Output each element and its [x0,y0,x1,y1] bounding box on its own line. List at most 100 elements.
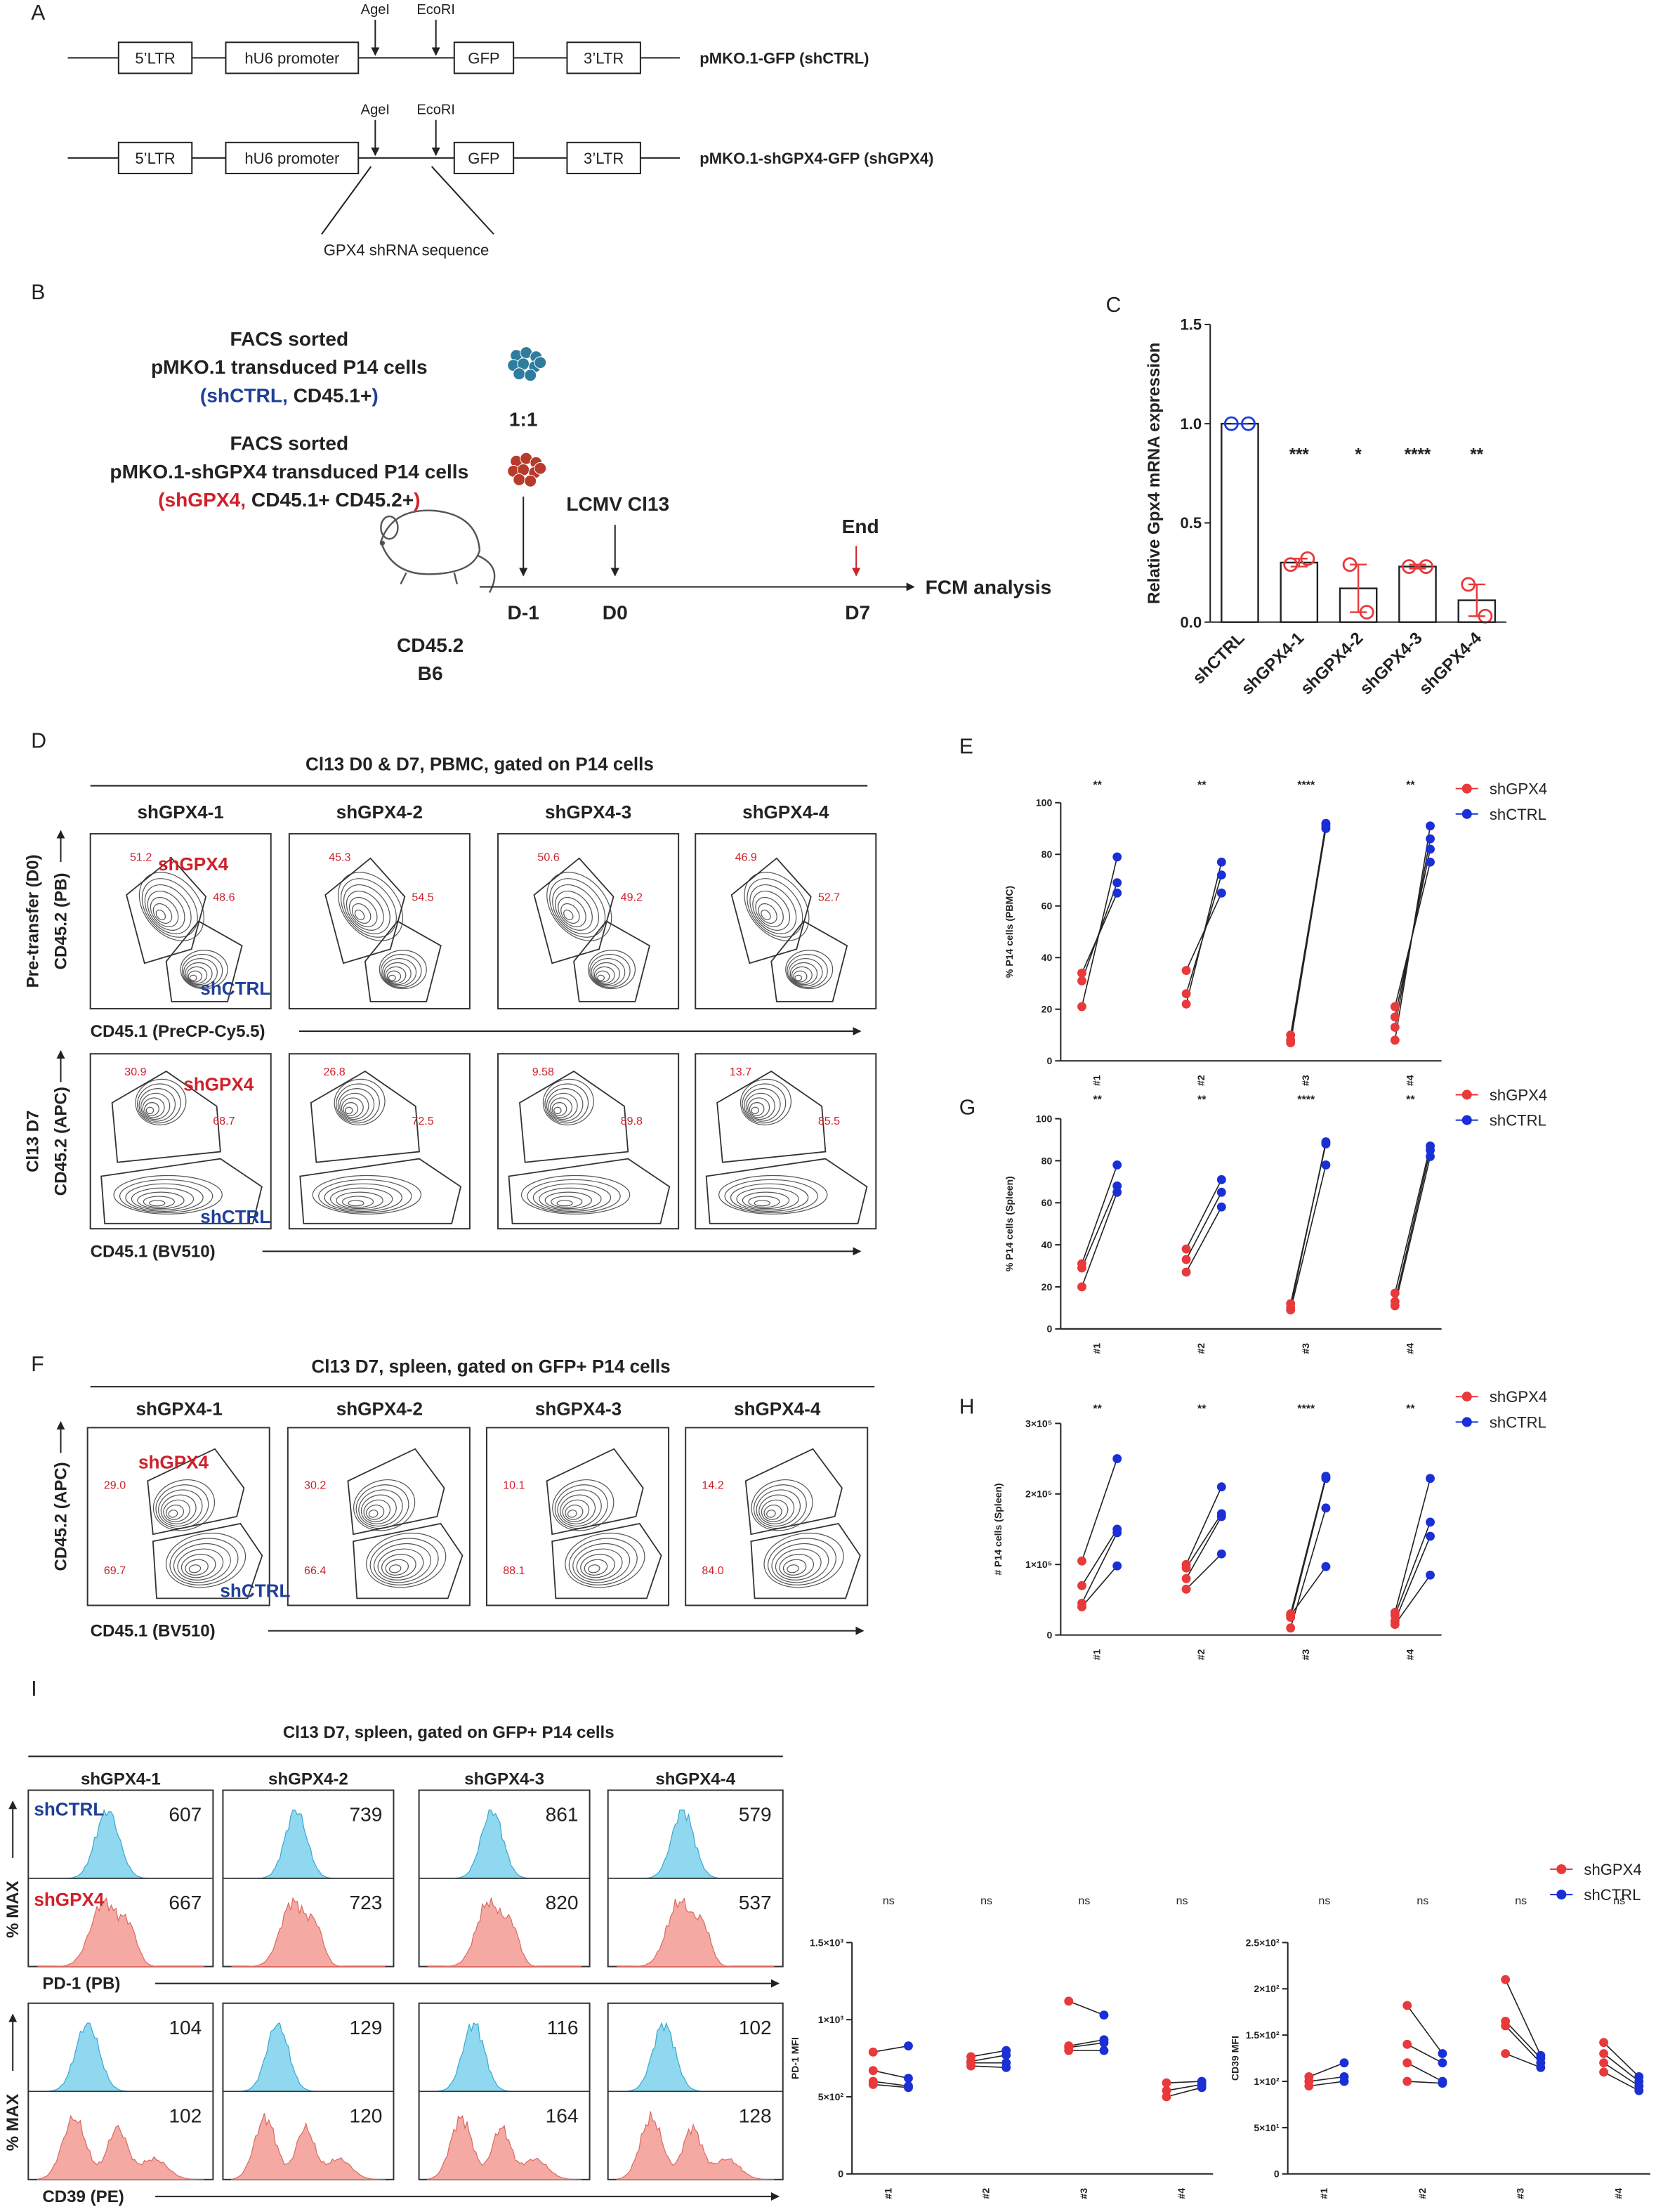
mouse-point [1001,2050,1011,2060]
flow-plot-frame [89,832,272,1009]
contour [740,1078,791,1126]
mouse-point [1390,1023,1400,1032]
contour [155,909,166,921]
mouse-point [1426,1152,1435,1161]
mouse-point [1064,2046,1074,2055]
pair-line [1081,1186,1118,1269]
legend-marker [1556,1864,1567,1875]
y-axis-label: % MAX [4,2094,22,2152]
significance: ** [1093,1402,1102,1415]
mouse-point [1077,1282,1086,1292]
significance: ns [883,1894,895,1907]
contour [551,1196,583,1208]
gate [165,920,243,1002]
sample-tag: (shGPX4, CD45.1+ CD45.2+) [158,489,420,511]
contour [188,970,202,983]
contour [125,1183,204,1212]
y-tick-label: 40 [1041,1239,1053,1250]
contour [158,1489,203,1527]
legend-label: shGPX4 [1490,780,1547,798]
pair-line [1394,1536,1431,1621]
contour [380,954,422,988]
mouse-point [1426,1146,1435,1155]
tag-part: (shCTRL, [200,384,288,406]
panel-label: D [31,729,46,752]
x-axis-label: CD45.1 (PreCP-Cy5.5) [91,1022,265,1041]
y-tick-label: 1.5×10² [1246,2029,1280,2041]
contour [565,1532,645,1588]
x-tick-label: #3 [1300,1649,1311,1661]
mouse-point [1426,1570,1435,1580]
contour [782,1559,807,1576]
x-tick-label: shGPX4-3 [1356,629,1426,699]
panel-label: I [31,1677,37,1701]
gate-label: shGPX4 [158,853,229,875]
mouse-point [1181,999,1191,1009]
element-label: 3’LTR [584,49,624,67]
contour [173,1543,231,1583]
contour [747,878,803,938]
contour [793,970,808,983]
sample-text: pMKO.1 transduced P14 cells [151,356,428,378]
gate [353,1522,464,1599]
mouse-point [1390,1012,1400,1022]
significance: ** [1406,779,1415,792]
contour [383,962,412,986]
column-header: shGPX4-1 [81,1769,161,1788]
mouse-point [1286,1623,1296,1632]
contour [163,1499,190,1522]
x-tick-label: #2 [1195,1075,1207,1086]
contour [377,1548,424,1581]
column-header: shGPX4-1 [136,1398,223,1419]
flow-plot-frame [485,1427,670,1606]
contour [549,878,606,938]
y-axis-label: # P14 cells (Spleen) [992,1483,1004,1575]
mouse-point [1426,857,1435,867]
vector-element [453,41,515,74]
legend-label: shCTRL [1490,1112,1546,1130]
contour [794,974,803,981]
contour [744,872,810,941]
row-label: shGPX4 [34,1889,105,1910]
significance: ns [1417,1894,1428,1907]
contour [337,872,404,941]
column-header: shGPX4-4 [734,1398,821,1419]
mouse-point [1321,1474,1331,1484]
cell-icon [524,474,537,487]
contour [150,896,179,927]
significance: ** [1406,1093,1415,1106]
pair-line [1081,1565,1118,1607]
day-label: D-1 [508,602,539,624]
gate [508,1158,671,1224]
mouse-point [1339,2058,1349,2068]
sample-text: FACS sorted [230,328,348,350]
mouse-point [1064,1996,1074,2006]
pair-line [1185,1516,1223,1579]
mouse-point [1181,1563,1191,1573]
gate-percent: 9.58 [532,1066,554,1078]
panel-label: A [31,1,46,25]
contour [138,1088,176,1122]
mfi-value: 116 [547,2017,579,2038]
host-label: B6 [418,662,443,684]
contour [177,1548,224,1581]
y-tick-label: 1.5 [1180,316,1202,334]
contour [587,950,636,990]
pair-line [971,2054,1006,2062]
mouse-point [1099,2038,1109,2048]
gate-percent: 88.1 [503,1564,525,1577]
panel-title: Cl13 D7, spleen, gated on GFP+ P14 cells [311,1356,670,1377]
vector-element [566,41,641,74]
mouse-point [1077,1556,1086,1566]
mouse-point [1216,1187,1226,1197]
pair-line [1289,1507,1327,1628]
tag-part: CD45.1+ CD45.2+ [246,489,414,511]
y-tick-label: 0 [1274,2168,1280,2180]
contour [718,1174,828,1215]
contour [189,974,197,981]
x-tick-label: shCTRL [1189,629,1248,688]
y-tick-label: 1.0 [1180,415,1202,433]
pair-line [1394,1574,1431,1625]
mouse-point [1426,821,1435,831]
